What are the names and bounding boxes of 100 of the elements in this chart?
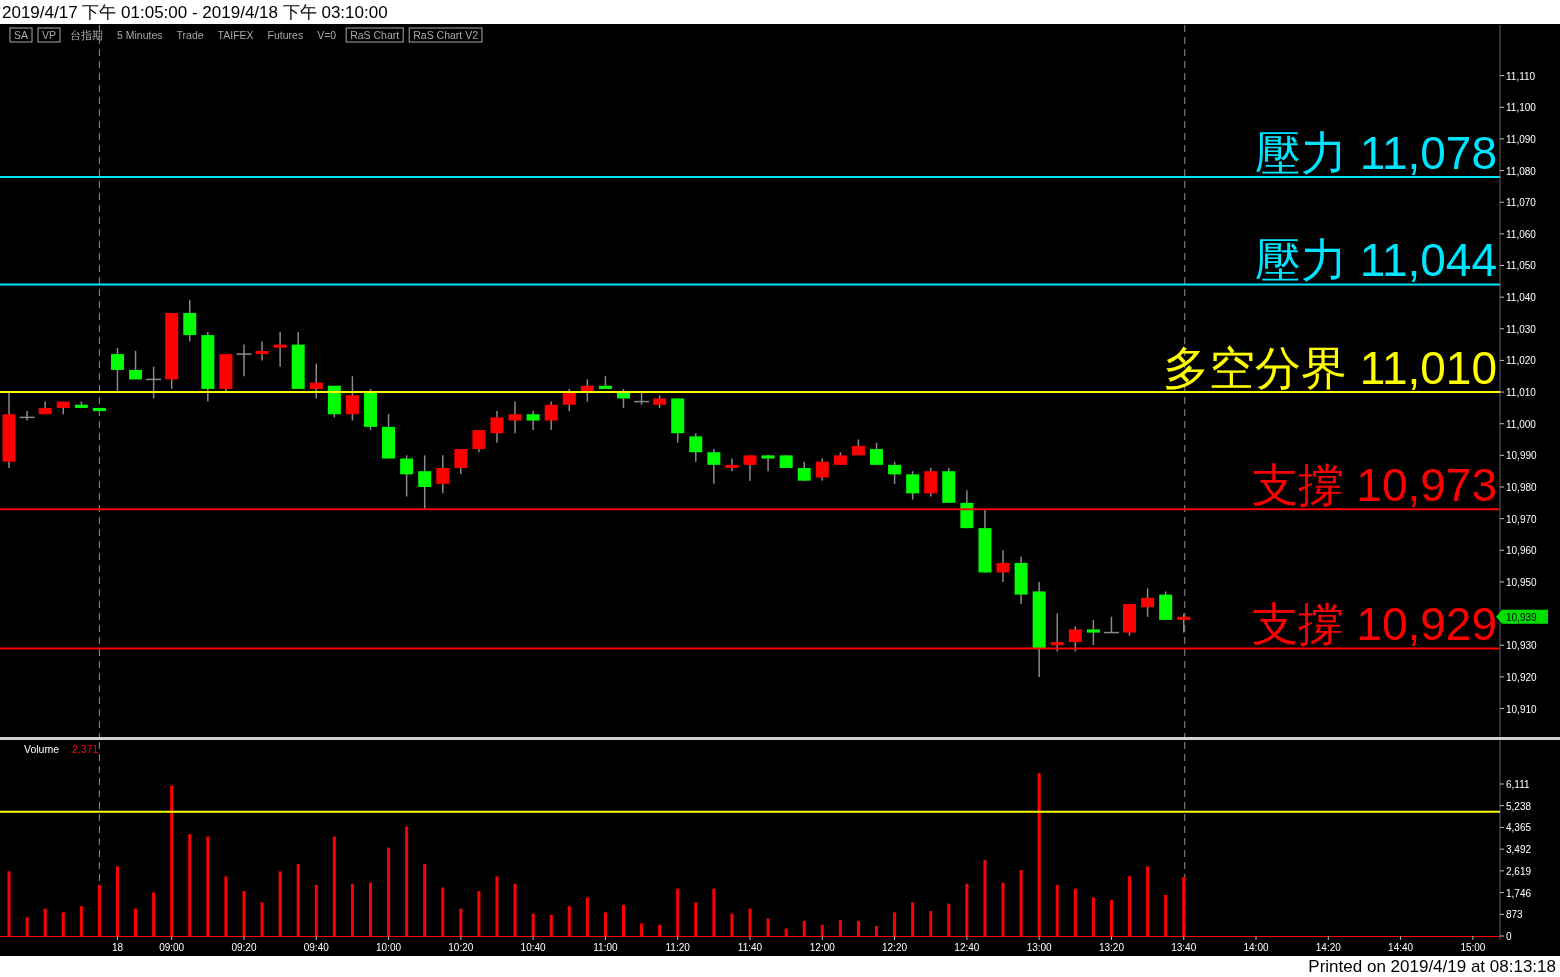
y-tick-label: 4,365 bbox=[1506, 822, 1532, 834]
x-tick-label: 09:00 bbox=[159, 942, 185, 953]
candlestick bbox=[526, 410, 540, 431]
x-tick-label: 10:00 bbox=[376, 942, 402, 953]
x-tick-label: 13:20 bbox=[1098, 942, 1125, 953]
y-tick-label: 10,980 bbox=[1506, 482, 1538, 494]
y-tick-label: 11,040 bbox=[1506, 292, 1537, 304]
y-tick-label: 10,960 bbox=[1506, 545, 1538, 557]
x-tick-label: 09:40 bbox=[303, 942, 330, 953]
candlestick bbox=[436, 454, 450, 495]
candlestick bbox=[996, 549, 1010, 583]
ref-line-label: 多空分界 11,010 bbox=[1162, 342, 1497, 395]
y-tick-label: 11,000 bbox=[1506, 418, 1537, 430]
ref-line-label: 支撐 10,929 bbox=[1251, 598, 1497, 651]
candlestick bbox=[472, 429, 486, 453]
annotation: V=0 bbox=[317, 29, 337, 41]
y-tick-label: 6,111 bbox=[1506, 779, 1530, 791]
x-tick-label: 18 bbox=[111, 942, 124, 953]
annotation: RaS Chart bbox=[350, 29, 400, 41]
annotation: 5 Minutes bbox=[117, 29, 163, 41]
annotation: 台指期 bbox=[70, 29, 104, 41]
annotation: Futures bbox=[267, 29, 304, 41]
x-tick-label: 13:40 bbox=[1171, 942, 1197, 953]
y-tick-label: 1,746 bbox=[1506, 887, 1532, 899]
candlestick bbox=[725, 457, 739, 472]
x-tick-label: 10:20 bbox=[448, 942, 474, 953]
x-tick-label: 12:20 bbox=[882, 942, 908, 953]
candlestick bbox=[110, 347, 124, 393]
x-tick-label: 11:40 bbox=[737, 942, 763, 953]
candlestick bbox=[544, 400, 558, 431]
candlestick bbox=[743, 454, 757, 482]
y-tick-label: 3,492 bbox=[1506, 844, 1532, 856]
annotation: Trade bbox=[176, 29, 204, 41]
candlestick bbox=[183, 299, 197, 343]
candlestick bbox=[689, 432, 703, 463]
x-tick-label: 10:40 bbox=[520, 942, 547, 953]
y-tick-label: 2,619 bbox=[1506, 865, 1532, 877]
candlestick bbox=[418, 454, 432, 510]
annotation: Volume bbox=[24, 743, 60, 755]
x-tick-label: 14:40 bbox=[1388, 942, 1414, 953]
candlestick bbox=[273, 331, 287, 368]
y-tick-label: 11,030 bbox=[1506, 323, 1537, 335]
candlestick bbox=[1141, 587, 1155, 618]
ref-line-label: 支撐 10,973 bbox=[1251, 459, 1497, 512]
ref-line-label: 壓力 11,078 bbox=[1254, 126, 1497, 179]
candlestick bbox=[490, 410, 504, 444]
y-tick-label: 10,930 bbox=[1506, 640, 1538, 652]
annotation: SA bbox=[14, 29, 29, 41]
y-tick-label: 11,020 bbox=[1506, 355, 1537, 367]
y-tick-label: 873 bbox=[1506, 909, 1524, 921]
y-tick-label: 10,920 bbox=[1506, 671, 1538, 683]
x-tick-label: 12:40 bbox=[954, 942, 980, 953]
candlestick bbox=[1086, 619, 1100, 646]
candlestick bbox=[707, 448, 721, 485]
candlestick bbox=[924, 467, 938, 498]
candlestick bbox=[761, 454, 775, 472]
y-tick-label: 11,050 bbox=[1506, 260, 1537, 272]
candlestick bbox=[508, 400, 522, 434]
candlestick bbox=[888, 460, 902, 485]
y-tick-label: 11,110 bbox=[1506, 70, 1536, 82]
candlestick bbox=[815, 457, 829, 482]
y-tick-label: 10,950 bbox=[1506, 576, 1538, 588]
candlestick bbox=[236, 343, 252, 377]
text: Printed on 2019/4/19 at 08:13:18 bbox=[1308, 957, 1556, 976]
candlestick bbox=[309, 362, 323, 400]
candlestick bbox=[400, 454, 414, 498]
candlestick bbox=[129, 350, 143, 381]
y-tick-label: 11,070 bbox=[1506, 197, 1537, 209]
chart-title: 2019/4/17 下午 01:05:00 - 2019/4/18 下午 03:10:00 bbox=[2, 3, 388, 22]
x-tick-label: 09:20 bbox=[231, 942, 257, 953]
y-tick-label: 5,238 bbox=[1506, 800, 1532, 812]
text: 10,939 bbox=[1506, 611, 1538, 623]
y-tick-label: 11,090 bbox=[1506, 133, 1537, 145]
x-tick-label: 13:00 bbox=[1026, 942, 1053, 953]
annotation: VP bbox=[42, 29, 57, 41]
y-tick-label: 11,080 bbox=[1506, 165, 1537, 177]
y-tick-label: 11,100 bbox=[1506, 102, 1537, 114]
y-tick-label: 10,970 bbox=[1506, 513, 1538, 525]
x-tick-label: 15:00 bbox=[1460, 942, 1486, 953]
y-tick-label: 10,910 bbox=[1506, 703, 1538, 715]
y-tick-label: 0 bbox=[1506, 931, 1512, 942]
x-tick-label: 14:20 bbox=[1315, 942, 1342, 953]
y-tick-label: 11,060 bbox=[1506, 228, 1537, 240]
candlestick bbox=[255, 340, 269, 362]
candlestick bbox=[906, 470, 920, 501]
y-tick-label: 10,990 bbox=[1506, 450, 1538, 462]
x-tick-label: 11:20 bbox=[665, 942, 691, 953]
candlestick bbox=[345, 375, 359, 422]
y-tick-label: 11,010 bbox=[1506, 387, 1537, 399]
candlestick bbox=[454, 448, 468, 476]
ref-line-label: 壓力 11,044 bbox=[1254, 234, 1497, 287]
x-tick-label: 11:00 bbox=[593, 942, 618, 953]
candlestick bbox=[870, 441, 884, 466]
annotation: RaS Chart V2 bbox=[413, 29, 479, 41]
annotation: TAIFEX bbox=[217, 29, 254, 41]
candlestick bbox=[797, 460, 811, 482]
x-tick-label: 14:00 bbox=[1243, 942, 1269, 953]
annotation: 2,371 bbox=[72, 743, 99, 755]
candlestick bbox=[562, 388, 576, 412]
x-tick-label: 12:00 bbox=[809, 942, 836, 953]
